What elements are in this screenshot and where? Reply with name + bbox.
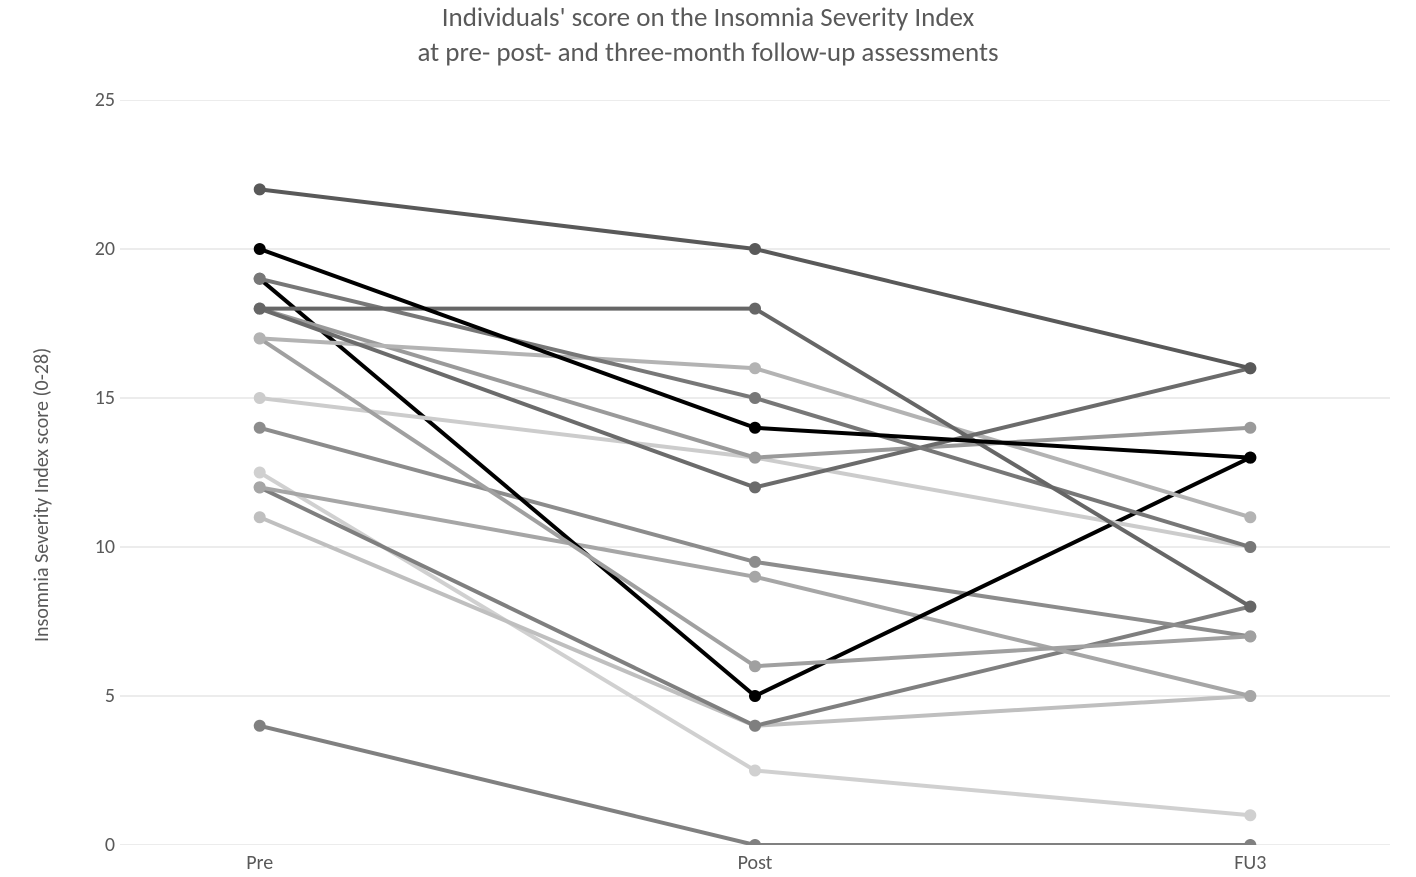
x-tick-label: Post (705, 851, 805, 875)
y-tick-label: 0 (65, 833, 115, 857)
y-axis-label: Insomnia Severity Index score (0-28) (30, 348, 54, 642)
chart-title: Individuals' score on the Insomnia Sever… (0, 0, 1416, 70)
plot-area (120, 100, 1390, 845)
y-tick-label: 20 (65, 237, 115, 261)
y-tick-label: 25 (65, 88, 115, 112)
y-tick-label: 15 (65, 386, 115, 410)
y-tick-label: 10 (65, 535, 115, 559)
x-tick-label: Pre (210, 851, 310, 875)
title-line-2: at pre- post- and three-month follow-up … (0, 35, 1416, 70)
x-tick-label: FU3 (1200, 851, 1300, 875)
chart-container: Individuals' score on the Insomnia Sever… (0, 0, 1416, 877)
title-line-1: Individuals' score on the Insomnia Sever… (0, 0, 1416, 35)
y-tick-label: 5 (65, 684, 115, 708)
chart-svg (120, 100, 1390, 845)
